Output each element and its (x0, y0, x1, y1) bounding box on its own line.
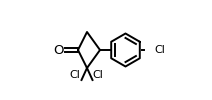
Text: O: O (54, 44, 64, 56)
Text: Cl: Cl (155, 45, 165, 55)
Text: Cl: Cl (70, 70, 81, 80)
Text: Cl: Cl (92, 70, 103, 80)
